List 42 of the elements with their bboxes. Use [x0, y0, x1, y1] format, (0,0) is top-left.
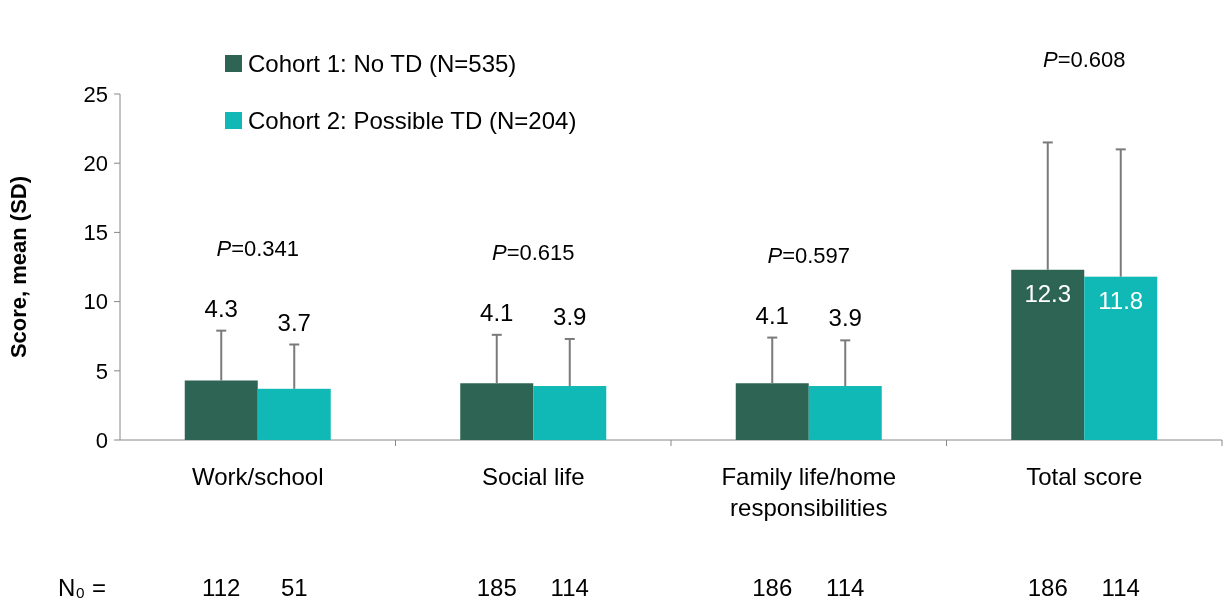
- data-label: 4.1: [755, 301, 789, 329]
- annotation: P=0.597: [767, 242, 851, 268]
- text: 186: [1027, 574, 1068, 601]
- text: 114: [826, 574, 865, 601]
- data-label: 11.8: [1098, 286, 1144, 314]
- y-tick-label: 20: [83, 150, 108, 176]
- text: 51: [280, 574, 308, 601]
- x-tick-label: Family life/home responsibilities: [721, 463, 897, 521]
- x-tick-label: Social life: [481, 463, 585, 490]
- text: N₀ =: [58, 574, 106, 601]
- x-tick-label: Work/school: [191, 463, 324, 490]
- y-axis-title: Score, mean (SD): [6, 175, 31, 359]
- data-label: 3.9: [553, 302, 587, 330]
- data-label: 12.3: [1024, 279, 1072, 307]
- text: P=0.608: [1042, 47, 1126, 73]
- bar: [460, 383, 534, 440]
- data-label: 3.7: [277, 308, 311, 336]
- annotation: P=0.615: [491, 239, 575, 265]
- text: 186: [752, 574, 793, 601]
- legend-label: Cohort 1: No TD (N=535): [248, 50, 517, 78]
- bar: [533, 386, 607, 440]
- text: 114: [1101, 574, 1140, 601]
- data-label: 4.1: [480, 298, 514, 326]
- y-tick-label: 10: [83, 289, 108, 315]
- legend-label: Cohort 2: Possible TD (N=204): [248, 107, 577, 135]
- y-tick-label: 0: [95, 427, 108, 453]
- y-tick-label: 25: [83, 81, 108, 107]
- data-label: 3.9: [828, 304, 862, 332]
- data-label: 4.3: [204, 294, 238, 322]
- y-tick-label: 15: [83, 220, 108, 246]
- y-tick-label: 5: [95, 358, 108, 384]
- bar: [1011, 269, 1085, 440]
- text: 185: [476, 574, 517, 601]
- bar: [735, 383, 809, 440]
- bar: [184, 380, 258, 440]
- bar: [257, 388, 331, 440]
- text: 112: [202, 574, 241, 601]
- bar: [808, 386, 882, 440]
- x-tick-label: Total score: [1026, 463, 1143, 490]
- text: 114: [550, 574, 589, 601]
- annotation: P=0.341: [216, 235, 300, 261]
- bar: [1084, 276, 1158, 440]
